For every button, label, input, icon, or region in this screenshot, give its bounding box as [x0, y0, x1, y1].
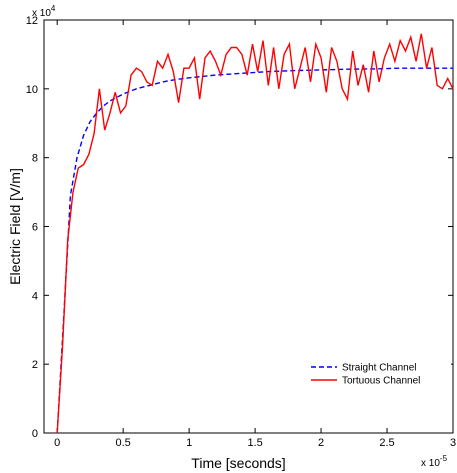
x-tick-label: 1.5: [247, 437, 262, 449]
y-tick-label: 6: [32, 222, 38, 234]
y-axis-label: Electric Field [V/m]: [7, 168, 23, 285]
y-axis-multiplier: x 104: [32, 4, 56, 19]
x-axis-label: Time [seconds]: [191, 455, 285, 471]
legend: Straight Channel Tortuous Channel: [305, 357, 451, 389]
y-tick-label: 8: [32, 153, 38, 165]
y-tick-label: 10: [26, 84, 38, 96]
series-line-straight-channel: [56, 67, 453, 434]
legend-box: [305, 357, 451, 389]
y-tick-label: 2: [32, 359, 38, 371]
legend-label: Straight Channel: [342, 363, 417, 374]
y-tick-label: 12: [26, 15, 38, 27]
y-tick-label: 4: [32, 290, 38, 302]
x-tick-label: 2.5: [379, 437, 394, 449]
x-tick-label: 0: [54, 437, 60, 449]
x-tick-label: 1: [186, 437, 192, 449]
axis-ticks: 0 0.5 1 1.5 2 2.5 3 0 2 4 6 8 10 12: [26, 15, 456, 449]
series-layer: [56, 33, 454, 434]
y-tick-label: 0: [32, 428, 38, 440]
x-tick-label: 2: [318, 437, 324, 449]
series-line-tortuous-channel: [56, 33, 454, 434]
x-tick-label: 3: [450, 437, 456, 449]
legend-label: Tortuous Channel: [342, 376, 420, 387]
x-tick-label: 0.5: [116, 437, 131, 449]
x-axis-multiplier: x 10-5: [421, 454, 448, 469]
